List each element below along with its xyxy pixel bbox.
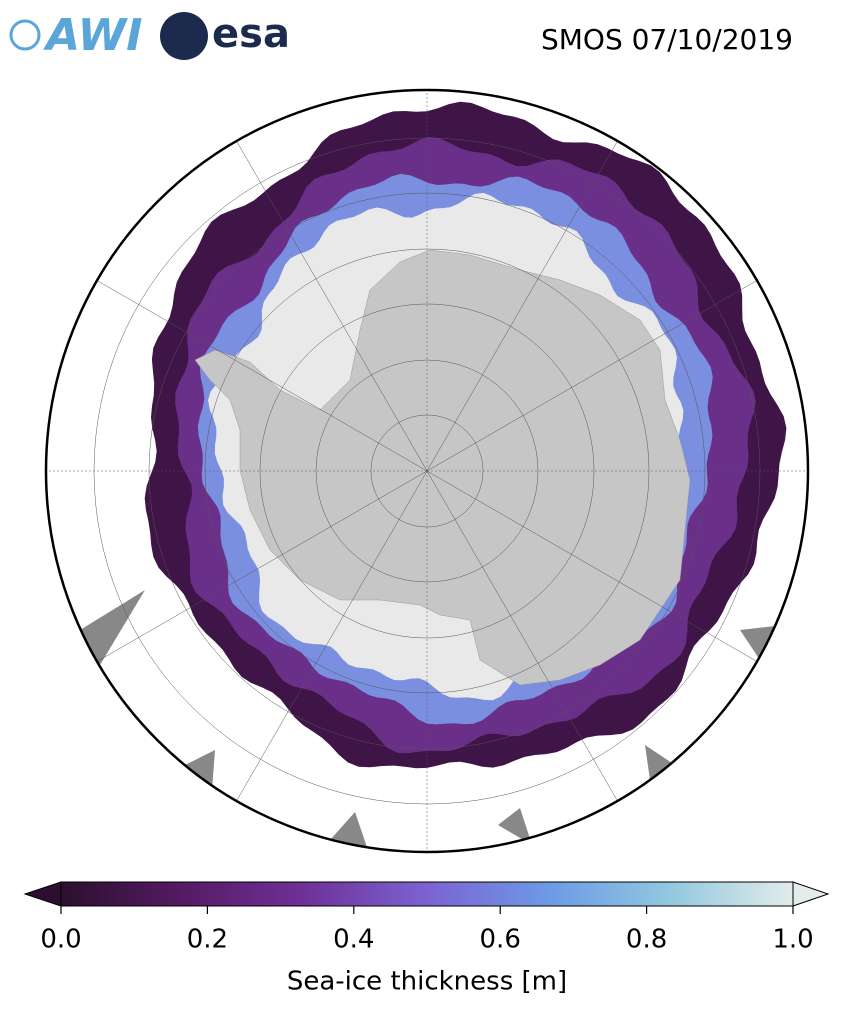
title: SMOS 07/10/2019 bbox=[541, 23, 793, 56]
meridian bbox=[80, 470, 428, 672]
colorbar-extend-low bbox=[23, 881, 62, 907]
meridian bbox=[426, 124, 628, 472]
colorbar-label: Sea-ice thickness [m] bbox=[287, 967, 567, 997]
parallel bbox=[259, 303, 595, 639]
colorbar-tick-label: 1.0 bbox=[772, 925, 813, 955]
meridian bbox=[426, 270, 774, 472]
meridian bbox=[226, 470, 428, 818]
awi-globe bbox=[9, 19, 41, 51]
meridian bbox=[226, 124, 428, 472]
esa-globe bbox=[160, 12, 208, 60]
colorbar-tick-label: 0.2 bbox=[187, 925, 228, 955]
colorbar-ticks: 0.0 0.2 0.4 0.6 0.8 1.0 bbox=[40, 906, 814, 955]
meridian bbox=[426, 470, 628, 818]
map-border bbox=[44, 88, 810, 854]
map bbox=[46, 90, 808, 852]
colorbar: 0.0 0.2 0.4 0.6 0.8 1.0 Sea-ice thickness [m] bbox=[23, 881, 830, 997]
awi-logo: AWI bbox=[43, 10, 143, 61]
parallel bbox=[315, 359, 539, 583]
colorbar-tick-label: 0.4 bbox=[333, 925, 374, 955]
graticule bbox=[46, 90, 808, 852]
colorbar-tick-label: 0.8 bbox=[626, 925, 667, 955]
antarctica bbox=[194, 249, 691, 686]
colorbar-extend-high bbox=[792, 881, 830, 907]
meridian bbox=[426, 470, 774, 672]
esa-logo: esa bbox=[212, 11, 290, 57]
logos: AWI esa bbox=[9, 10, 290, 61]
meridian bbox=[80, 270, 428, 472]
colorbar-bar bbox=[60, 881, 794, 907]
colorbar-tick-label: 0.6 bbox=[480, 925, 521, 955]
colorbar-tick-label: 0.0 bbox=[40, 925, 81, 955]
